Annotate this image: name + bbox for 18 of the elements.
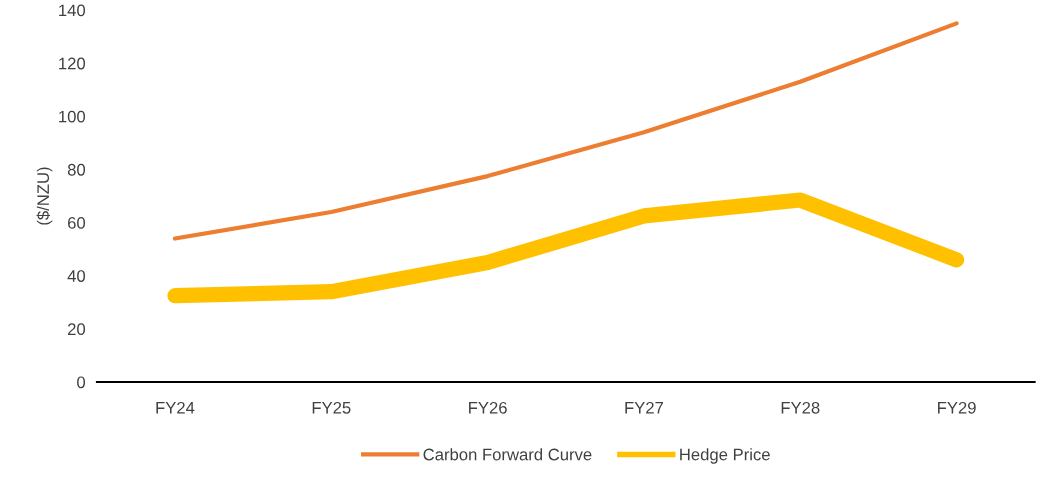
y-tick-label: 80 bbox=[67, 163, 86, 176]
line-series bbox=[172, 21, 959, 241]
y-tick-label: 140 bbox=[59, 4, 86, 17]
x-tick-label: FY27 bbox=[625, 401, 664, 414]
y-tick-label: 20 bbox=[68, 323, 86, 336]
legend-label: Hedge Price bbox=[680, 448, 770, 464]
x-tick-label: FY26 bbox=[469, 401, 507, 414]
x-tick-label: FY28 bbox=[781, 401, 820, 414]
legend-label: Carbon Forward Curve bbox=[423, 448, 592, 461]
x-tick-label: FY29 bbox=[938, 401, 976, 414]
x-tick-label: FY24 bbox=[156, 401, 195, 414]
x-tick-label: FY25 bbox=[312, 401, 351, 414]
y-tick-label: 60 bbox=[68, 217, 86, 229]
y-tick-label: 120 bbox=[59, 57, 86, 70]
y-axis-title: ($/NZU) bbox=[36, 167, 53, 225]
y-tick-label: 0 bbox=[77, 376, 86, 389]
y-tick-label: 100 bbox=[59, 110, 86, 123]
y-tick-label: 40 bbox=[67, 270, 86, 282]
